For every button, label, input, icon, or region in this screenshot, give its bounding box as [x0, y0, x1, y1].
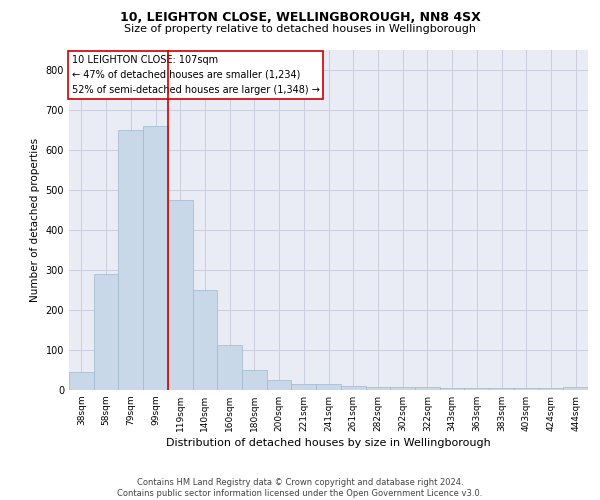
Bar [168, 200, 193, 390]
Text: 10, LEIGHTON CLOSE, WELLINGBOROUGH, NN8 4SX: 10, LEIGHTON CLOSE, WELLINGBOROUGH, NN8 … [119, 11, 481, 24]
Bar [217, 345, 242, 390]
Text: Size of property relative to detached houses in Wellingborough: Size of property relative to detached ho… [124, 24, 476, 34]
Bar [316, 384, 341, 390]
Bar [464, 388, 489, 390]
Bar [390, 387, 415, 390]
Bar [193, 290, 217, 390]
Bar [539, 388, 563, 390]
Bar [242, 370, 267, 390]
Bar [563, 387, 588, 390]
Text: 10 LEIGHTON CLOSE: 107sqm
← 47% of detached houses are smaller (1,234)
52% of se: 10 LEIGHTON CLOSE: 107sqm ← 47% of detac… [71, 55, 319, 94]
Bar [292, 384, 316, 390]
Text: Contains HM Land Registry data © Crown copyright and database right 2024.
Contai: Contains HM Land Registry data © Crown c… [118, 478, 482, 498]
X-axis label: Distribution of detached houses by size in Wellingborough: Distribution of detached houses by size … [166, 438, 491, 448]
Bar [415, 387, 440, 390]
Bar [514, 388, 539, 390]
Bar [143, 126, 168, 390]
Bar [365, 387, 390, 390]
Bar [267, 380, 292, 390]
Bar [489, 388, 514, 390]
Bar [118, 130, 143, 390]
Bar [94, 274, 118, 390]
Bar [440, 388, 464, 390]
Bar [341, 386, 365, 390]
Bar [69, 372, 94, 390]
Y-axis label: Number of detached properties: Number of detached properties [30, 138, 40, 302]
